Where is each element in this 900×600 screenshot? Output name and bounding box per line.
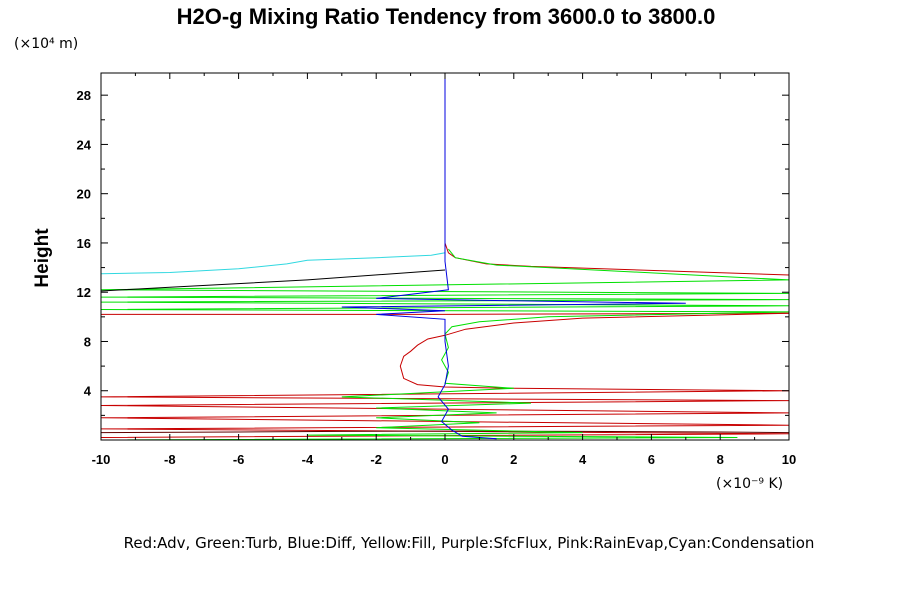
x-tick-label: 10 bbox=[782, 452, 796, 467]
x-tick-label: -8 bbox=[164, 452, 176, 467]
y-unit-label: (×10⁴ m) bbox=[14, 36, 78, 52]
y-tick-labels: 4 8 12 16 20 24 28 bbox=[77, 88, 92, 399]
chart-title: H2O-g Mixing Ratio Tendency from 3600.0 … bbox=[177, 4, 716, 29]
y-axis-label: Height bbox=[32, 228, 53, 288]
x-tick-label: 0 bbox=[441, 452, 448, 467]
x-tick-label: 2 bbox=[510, 452, 517, 467]
x-tick-label: 4 bbox=[579, 452, 587, 467]
y-tick-label: 12 bbox=[77, 285, 91, 300]
x-tick-label: -6 bbox=[233, 452, 245, 467]
series-layer bbox=[100, 73, 790, 441]
series-line-dark_red-3 bbox=[100, 430, 790, 434]
x-tick-label: -10 bbox=[92, 452, 111, 467]
y-tick-label: 16 bbox=[77, 236, 91, 251]
y-tick-label: 20 bbox=[77, 187, 91, 202]
series-line-black-6 bbox=[100, 269, 446, 292]
x-tick-label: 8 bbox=[717, 452, 724, 467]
series-line-red-2 bbox=[100, 312, 790, 438]
series-line-cyan-0 bbox=[100, 73, 446, 275]
y-tick-label: 28 bbox=[77, 88, 91, 103]
x-tick-labels: -10 -8 -6 -4 -2 0 2 4 6 8 10 bbox=[92, 452, 797, 467]
x-tick-label: -4 bbox=[302, 452, 314, 467]
series-line-blue-5 bbox=[341, 73, 686, 440]
legend-text: Red:Adv, Green:Turb, Blue:Diff, Yellow:F… bbox=[124, 534, 815, 552]
ticks-layer bbox=[100, 73, 790, 440]
y-tick-label: 4 bbox=[84, 384, 92, 399]
y-tick-label: 24 bbox=[77, 137, 92, 152]
x-tick-label: 6 bbox=[648, 452, 655, 467]
x-tick-label: -2 bbox=[370, 452, 382, 467]
y-tick-label: 8 bbox=[84, 334, 91, 349]
x-unit-label: (×10⁻⁹ K) bbox=[716, 476, 783, 492]
